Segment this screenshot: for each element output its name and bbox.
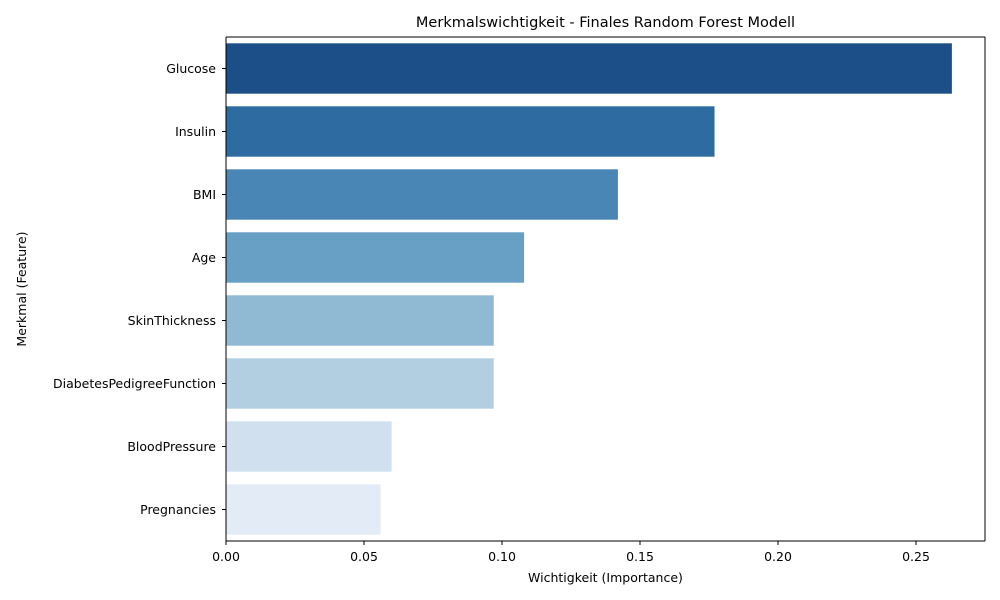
y-tick-label: SkinThickness: [128, 313, 216, 328]
y-tick-label: Glucose: [166, 61, 216, 76]
y-tick-label: Pregnancies: [140, 502, 216, 517]
axes-spines: [225, 36, 986, 542]
x-tick-label: 0.05: [350, 549, 378, 564]
y-tick-label: DiabetesPedigreeFunction: [53, 376, 216, 391]
x-axis-label: Wichtigkeit (Importance): [528, 570, 683, 585]
y-tick-label: Age: [192, 250, 216, 265]
bars-group: [226, 43, 952, 535]
x-tick-label: 0.10: [488, 549, 516, 564]
x-tick-label: 0.20: [764, 549, 792, 564]
x-tick-label: 0.25: [902, 549, 930, 564]
x-tick-label: 0.00: [212, 549, 240, 564]
y-axis-ticks: Glucose Insulin BMI Age SkinThickness Diabete…: [53, 61, 226, 517]
bar-diabetespedigreefunction: [226, 358, 494, 409]
bar-glucose: [226, 43, 952, 94]
bar-insulin: [226, 106, 715, 157]
x-axis-ticks: 0.00 0.05 0.10 0.15 0.20 0.25: [212, 541, 930, 564]
bar-skinthickness: [226, 295, 494, 346]
bar-bloodpressure: [226, 421, 392, 472]
y-tick-label: BloodPressure: [127, 439, 216, 454]
y-tick-label: Insulin: [175, 124, 216, 139]
y-axis-label: Merkmal (Feature): [14, 231, 29, 346]
bar-pregnancies: [226, 484, 381, 535]
bar-bmi: [226, 169, 618, 220]
y-tick-label: BMI: [193, 187, 216, 202]
x-tick-label: 0.15: [626, 549, 654, 564]
chart-title: Merkmalswichtigkeit - Finales Random For…: [416, 15, 795, 31]
bar-age: [226, 232, 525, 283]
